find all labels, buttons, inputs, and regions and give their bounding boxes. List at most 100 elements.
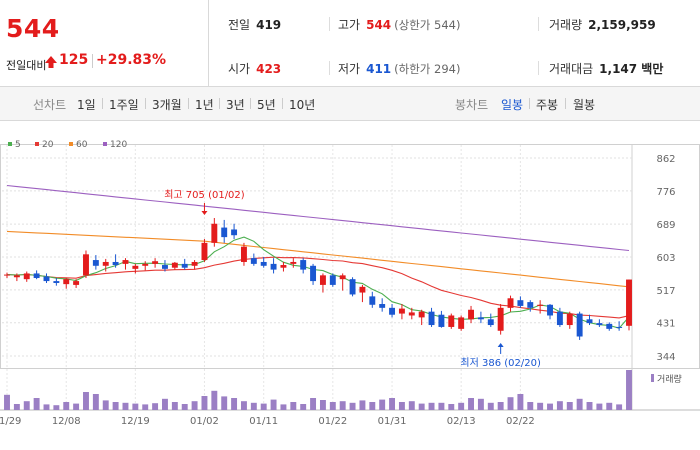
- volume-bar: [537, 402, 544, 410]
- volume-bar: [23, 401, 30, 410]
- x-tick-label: 01/31: [378, 416, 407, 427]
- candle-body: [142, 263, 149, 266]
- legend-swatch: [8, 142, 12, 146]
- x-tick-label: 02/13: [447, 416, 476, 427]
- candle-body: [171, 262, 178, 268]
- candle-body: [586, 319, 593, 324]
- volume-bar: [201, 396, 208, 410]
- line-chart-label: 선차트: [33, 98, 67, 112]
- candle-body: [300, 260, 307, 270]
- volume-bar: [319, 400, 326, 410]
- candle-body: [231, 229, 238, 236]
- quote-header: 544 전일대비 125 +29.83% 전일 419 고가 544 (상한가 544…: [0, 0, 700, 87]
- candle-body: [576, 313, 583, 337]
- volume-legend-swatch: [651, 374, 654, 382]
- stat-high: 고가 544 (상한가 544): [338, 18, 461, 32]
- volume-bar: [112, 402, 119, 410]
- tab-period-3m[interactable]: 3개월: [152, 98, 182, 112]
- volume-bar: [428, 402, 435, 410]
- tab-period-3y[interactable]: 3년: [226, 98, 245, 112]
- chart-toolbar: 선차트 1일 1주일 3개월 1년 3년 5년 10년 봉차트 일봉 주봉 월봉: [0, 87, 700, 121]
- volume-bar: [359, 400, 366, 410]
- volume-bar: [33, 398, 40, 410]
- volume-bar: [517, 394, 524, 410]
- high-arrow-icon: [201, 211, 208, 216]
- tab-period-1y[interactable]: 1년: [195, 98, 214, 112]
- tab-period-1d[interactable]: 1일: [77, 98, 96, 112]
- volume-bar: [596, 403, 603, 410]
- volume-bar: [162, 398, 168, 410]
- volume-bar: [527, 402, 534, 410]
- candle-body: [33, 273, 40, 279]
- legend-swatch: [103, 142, 107, 146]
- candle-body: [517, 300, 524, 306]
- candle-body: [349, 279, 356, 295]
- candle-body: [527, 302, 534, 308]
- candle-body: [181, 263, 188, 268]
- volume-bar: [83, 392, 89, 410]
- volume-bar: [250, 402, 257, 410]
- volume-bar: [547, 403, 553, 410]
- high-annotation: 최고 705 (01/02): [164, 189, 245, 201]
- ma60-line: [6, 230, 630, 288]
- volume-bar: [349, 402, 356, 410]
- candle-body: [606, 323, 613, 329]
- candle-body: [566, 313, 573, 326]
- candle-body: [4, 274, 10, 276]
- tab-period-5y[interactable]: 5년: [257, 98, 276, 112]
- volume-bar: [300, 404, 307, 410]
- volume-bar: [122, 402, 129, 410]
- current-price: 544: [6, 14, 60, 43]
- volume-bar: [576, 398, 583, 410]
- candle-body: [616, 326, 623, 328]
- tab-monthly[interactable]: 월봉: [573, 98, 596, 112]
- candle-body: [53, 281, 60, 283]
- volume-bar: [477, 398, 484, 410]
- candle-body: [497, 307, 504, 331]
- tab-daily[interactable]: 일봉: [501, 98, 524, 112]
- volume-bar: [556, 401, 563, 410]
- volume-bar: [191, 401, 198, 410]
- candle-body: [339, 275, 346, 280]
- candle-body: [398, 308, 405, 314]
- volume-bar: [369, 402, 376, 410]
- tab-weekly[interactable]: 주봉: [536, 98, 559, 112]
- tab-period-1w[interactable]: 1주일: [109, 98, 139, 112]
- divider: [529, 98, 530, 109]
- volume-bar: [181, 404, 188, 410]
- candle-body: [626, 279, 632, 326]
- x-tick-label: 02/22: [506, 416, 535, 427]
- divider: [102, 98, 103, 109]
- divider: [565, 98, 566, 109]
- low-arrow-icon: [497, 342, 504, 347]
- candle-body: [83, 254, 89, 276]
- volume-bar: [566, 402, 573, 410]
- candle-body: [547, 304, 553, 316]
- divider: [145, 98, 146, 109]
- volume-bar: [616, 404, 623, 410]
- candle-body: [379, 304, 386, 308]
- volume-bar: [606, 402, 613, 410]
- volume-bar: [497, 402, 504, 410]
- volume-bar: [152, 403, 159, 410]
- candle-body: [260, 261, 267, 266]
- stat-prev: 전일 419: [228, 18, 282, 32]
- volume-bar: [379, 399, 386, 410]
- up-triangle-icon: [45, 56, 57, 68]
- tab-period-10y[interactable]: 10년: [289, 98, 316, 112]
- candle-body: [487, 319, 494, 326]
- volume-bar: [13, 404, 20, 410]
- candle-body: [596, 323, 603, 326]
- x-tick-label: 12/08: [52, 416, 81, 427]
- candle-body: [290, 261, 297, 264]
- volume-bar: [4, 394, 10, 410]
- candle-body: [250, 258, 257, 264]
- candle-body: [438, 314, 445, 327]
- ma20-line: [6, 256, 630, 319]
- volume-bar: [171, 402, 178, 410]
- candle-body: [408, 312, 415, 316]
- volume-bar: [221, 396, 228, 410]
- candle-body: [132, 265, 139, 269]
- y-tick-label: 431: [656, 319, 675, 330]
- stat-amount: 거래대금 1,147 백만: [549, 62, 664, 76]
